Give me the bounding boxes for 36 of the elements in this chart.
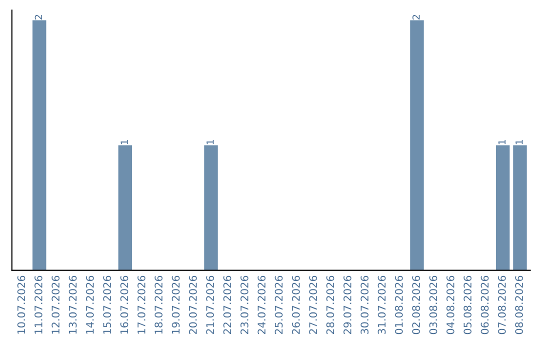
x-tick-label: 02.08.2026: [412, 276, 420, 334]
data-label: 2: [34, 14, 42, 20]
x-tick-label: 11.07.2026: [34, 276, 42, 334]
x-tick-label: 22.07.2026: [223, 276, 232, 334]
data-label: 1: [498, 140, 506, 144]
x-tick-label: 13.07.2026: [68, 276, 77, 334]
x-tick-label: 01.08.2026: [394, 276, 403, 334]
x-tick-label: 10.07.2026: [17, 276, 26, 334]
data-label: 1: [206, 140, 214, 144]
x-tick-label: 21.07.2026: [206, 276, 214, 334]
x-tick-label: 31.07.2026: [378, 276, 386, 334]
x-tick-label: 06.08.2026: [480, 276, 489, 334]
x-tick-label: 19.07.2026: [172, 276, 180, 334]
data-label: 1: [120, 140, 128, 144]
x-tick-label: 14.07.2026: [86, 276, 94, 334]
x-tick-label: 23.07.2026: [240, 276, 248, 334]
x-tick-label: 03.08.2026: [429, 276, 438, 334]
data-label: 1: [516, 140, 523, 144]
x-tick-label: 07.08.2026: [498, 276, 506, 334]
x-tick-label: 20.07.2026: [188, 276, 197, 334]
x-tick-label: 18.07.2026: [154, 276, 163, 334]
x-tick-label: 29.07.2026: [343, 276, 352, 334]
x-tick-label: 26.07.2026: [292, 276, 300, 334]
x-tick-label: 30.07.2026: [360, 276, 369, 334]
x-tick-label: 16.07.2026: [120, 276, 128, 334]
x-tick-label: 08.08.2026: [515, 276, 524, 334]
data-label: 2: [412, 14, 420, 20]
x-tick-label: 05.08.2026: [464, 276, 472, 334]
x-tick-label: 24.07.2026: [258, 276, 266, 334]
x-tick-label: 17.07.2026: [137, 276, 146, 334]
x-tick-label: 27.07.2026: [309, 276, 318, 334]
x-tick-label: 28.07.2026: [326, 276, 334, 334]
x-tick-label: 04.08.2026: [446, 276, 454, 334]
x-tick-label: 15.07.2026: [103, 276, 112, 334]
x-tick-label: 12.07.2026: [52, 276, 60, 334]
x-tick-label: 25.07.2026: [274, 276, 283, 334]
